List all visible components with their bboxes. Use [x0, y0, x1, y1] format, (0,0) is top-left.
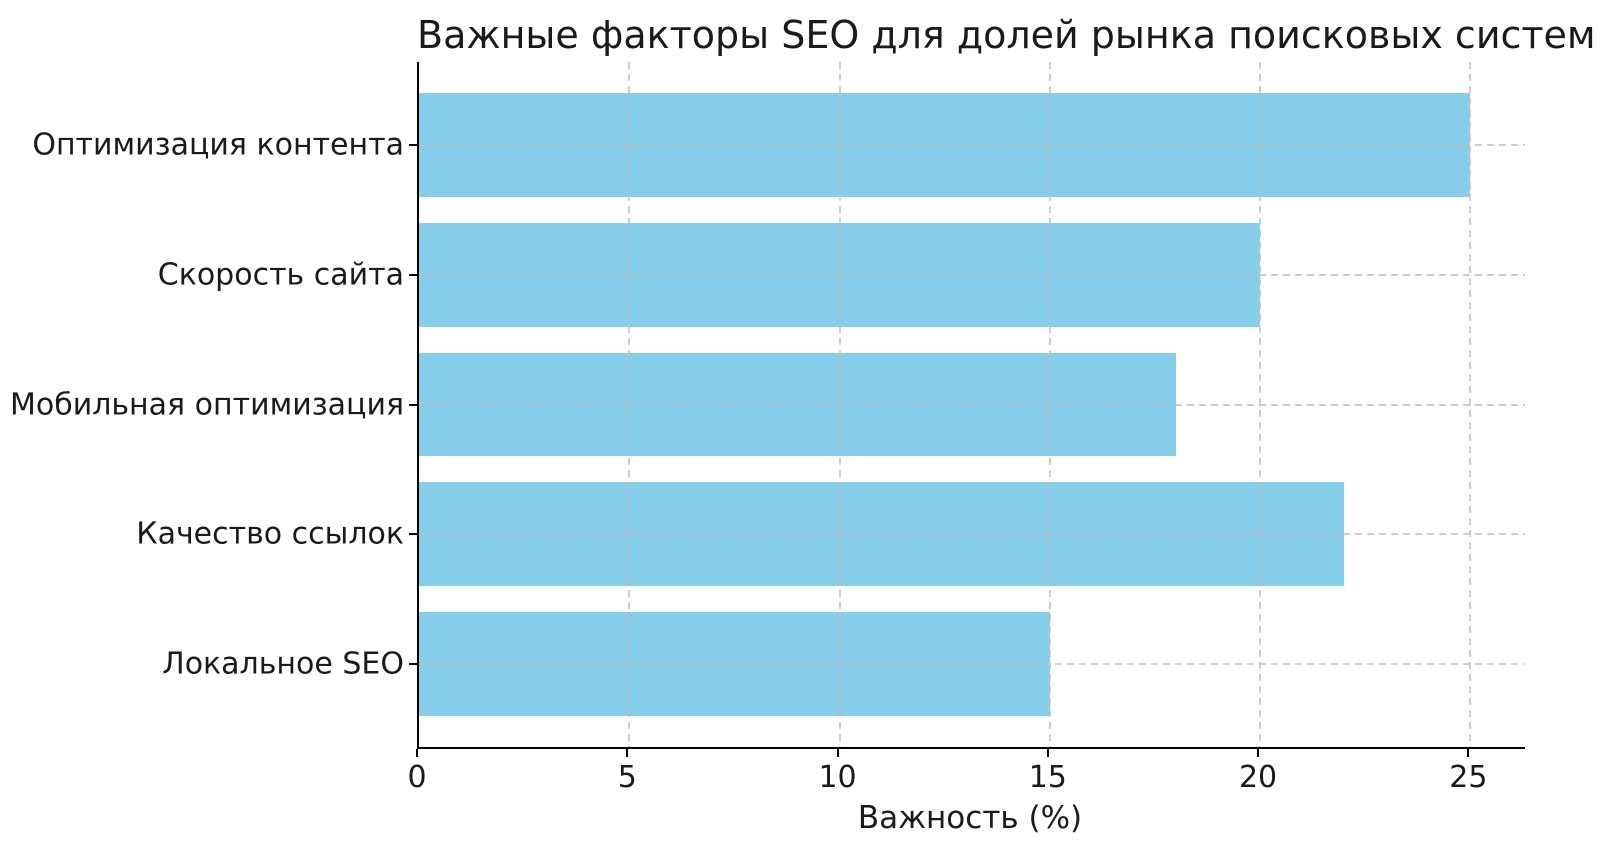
y-tick-mark: [409, 662, 417, 665]
x-tick-label: 15: [1028, 760, 1067, 795]
y-tick-mark: [409, 144, 417, 147]
x-tick-mark: [1046, 749, 1049, 757]
gridline-horizontal: [419, 403, 1525, 406]
x-tick-mark: [1257, 749, 1260, 757]
y-tick-mark: [409, 533, 417, 536]
x-tick-mark: [1467, 749, 1470, 757]
y-tick-label: Качество ссылок: [136, 516, 404, 552]
y-tick-label: Локальное SEO: [162, 646, 404, 682]
gridline-horizontal: [419, 144, 1525, 147]
x-tick-mark: [836, 749, 839, 757]
y-tick-label: Скорость сайта: [157, 257, 404, 293]
x-tick-label: 20: [1238, 760, 1278, 795]
gridline-horizontal: [419, 533, 1525, 536]
x-tick-label: 5: [617, 760, 637, 795]
x-tick-label: 25: [1449, 760, 1488, 795]
y-tick-mark: [409, 273, 417, 276]
y-tick-label: Мобильная оптимизация: [9, 387, 404, 422]
chart-title: Важные факторы SEO для долей рынка поиск…: [417, 13, 1596, 57]
gridline-horizontal: [419, 662, 1525, 665]
x-tick-label: 0: [407, 760, 427, 795]
y-tick-mark: [409, 403, 417, 406]
x-tick-mark: [416, 749, 418, 757]
gridline-horizontal: [419, 273, 1525, 276]
y-tick-label: Оптимизация контента: [32, 127, 404, 163]
x-tick-label: 10: [818, 760, 857, 795]
x-axis-label: Важность (%): [857, 800, 1083, 836]
x-tick-mark: [626, 749, 629, 757]
plot-area: [417, 62, 1525, 749]
